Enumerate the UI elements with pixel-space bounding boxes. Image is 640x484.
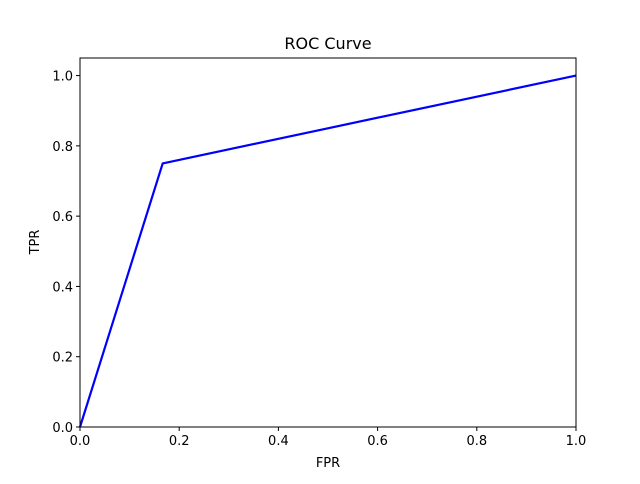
x-tick-label: 0.0 <box>70 434 91 449</box>
y-tick-label: 0.0 <box>52 421 73 436</box>
x-tick-label: 0.6 <box>367 434 388 449</box>
y-axis-label: TPR <box>28 230 43 256</box>
plot-frame <box>79 57 577 428</box>
y-tick-label: 0.6 <box>52 210 73 225</box>
y-axis-ticks: 0.0 0.2 0.4 0.6 0.8 1.0 <box>52 70 80 436</box>
x-axis-ticks: 0.0 0.2 0.4 0.6 0.8 1.0 <box>70 427 587 449</box>
y-tick-label: 0.4 <box>52 280 73 295</box>
chart-title: ROC Curve <box>284 34 371 53</box>
y-tick-label: 1.0 <box>52 70 73 85</box>
x-tick-label: 1.0 <box>566 434 587 449</box>
x-tick-label: 0.4 <box>268 434 289 449</box>
y-tick-label: 0.2 <box>52 351 73 366</box>
x-tick-label: 0.2 <box>169 434 190 449</box>
x-axis-label: FPR <box>316 456 340 471</box>
y-tick-label: 0.8 <box>52 140 73 155</box>
x-tick-label: 0.8 <box>466 434 487 449</box>
roc-curve-line <box>78 74 577 428</box>
